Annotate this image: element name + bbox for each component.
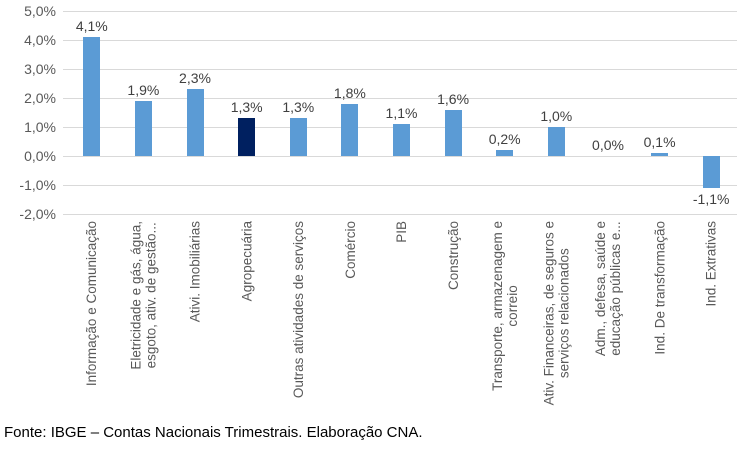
x-category-label: Transporte, armazenagem e correio (489, 221, 520, 391)
x-category-label: Ativi. Imobiliárias (187, 221, 203, 323)
x-category-label: Informação e Comunicação (84, 221, 100, 387)
x-category-label: PIB (394, 221, 409, 243)
x-category-label: Ativ. Financeiras, de seguros e serviços … (541, 221, 572, 406)
y-axis-tick-label: 5,0% (24, 3, 56, 19)
bar (341, 103, 359, 156)
gridline (63, 156, 737, 157)
bar-value-label: 0,0% (592, 137, 624, 153)
source-note: Fonte: IBGE – Contas Nacionais Trimestra… (4, 424, 423, 441)
gridline (63, 214, 737, 215)
bar (651, 153, 669, 156)
bar-chart: 5,0% 4,0% 3,0% 2,0% 1,0% 0,0% -1,0% -2,0% 4,1% 1… (19, 3, 737, 406)
bar (496, 150, 514, 156)
y-axis-tick-label: 4,0% (24, 32, 56, 48)
y-axis-tick-label: 2,0% (24, 90, 56, 106)
x-category-label: Ind. Extrativas (703, 221, 719, 307)
bar-value-label: -1,1% (692, 190, 730, 207)
x-category-label: Comércio (342, 221, 358, 279)
y-axis-tick-label: 1,0% (24, 119, 56, 135)
bar-value-label: 2,3% (179, 70, 211, 87)
x-category-label: Agropecuária (239, 221, 255, 302)
gridline (63, 11, 737, 12)
gridline (63, 98, 737, 99)
bar-value-label: 1,0% (540, 108, 573, 124)
x-category-label: Eletricidade e gás, água, esgoto, ativ. d… (128, 221, 159, 370)
gridline (63, 69, 737, 70)
bar-value-label: 1,3% (230, 99, 263, 116)
bar (134, 100, 152, 156)
bar (547, 127, 565, 156)
bar-value-label: 4,1% (75, 18, 108, 35)
bar-value-label: 0,1% (643, 134, 676, 151)
y-axis-tick-label: -1,0% (19, 177, 56, 193)
bar-value-label: 1,6% (437, 90, 470, 107)
bar (393, 124, 410, 156)
bar-highlighted (238, 118, 256, 156)
bar (83, 37, 101, 156)
y-axis-tick-label: 3,0% (24, 61, 56, 77)
gridline (63, 185, 737, 186)
x-category-label: Ind. De transformação (652, 221, 668, 355)
y-axis-tick-label: -2,0% (19, 206, 56, 222)
bar-value-label: 1,3% (282, 99, 315, 116)
x-category-label: Outras atividades de serviços (290, 221, 306, 399)
y-axis-tick-label: 0,0% (24, 148, 56, 164)
gridline (63, 40, 737, 41)
x-category-label: Adm., defesa, saúde e educação públicas e… (593, 221, 623, 357)
bar-value-label: 1,8% (333, 84, 366, 101)
bar-value-label: 0,2% (488, 131, 521, 148)
bar (186, 89, 204, 156)
bar-value-label: 1,1% (385, 105, 418, 122)
bar (444, 109, 462, 156)
x-category-label: Construção (445, 221, 461, 291)
bar-value-label: 1,9% (127, 81, 160, 98)
bar (289, 118, 307, 156)
bar (702, 156, 720, 188)
